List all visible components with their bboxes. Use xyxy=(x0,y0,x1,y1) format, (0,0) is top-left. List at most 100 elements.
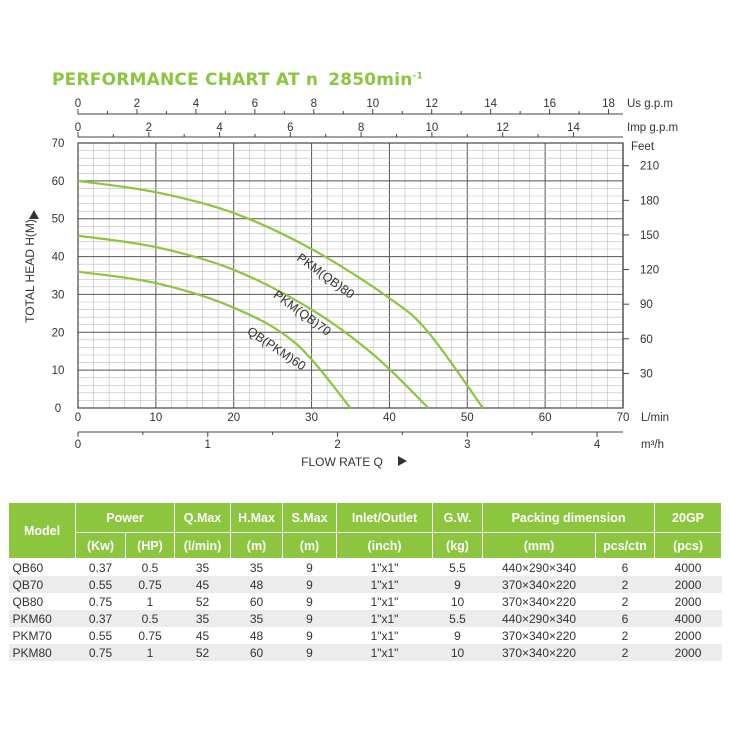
table-cell: 9 xyxy=(282,644,337,661)
header-model: Model xyxy=(8,502,76,559)
table-cell: 1"x1" xyxy=(336,558,433,576)
chart-title-main: PERFORMANCE CHART AT n xyxy=(52,70,319,90)
table-cell: 35 xyxy=(174,610,231,627)
table-cell: QB80 xyxy=(8,593,76,610)
table-cell: 35 xyxy=(174,558,231,576)
table-row: QB70 0.55 0.75 45 48 9 1"x1" 9 370×340×220 2 2000 xyxy=(8,576,722,593)
table-cell: 45 xyxy=(174,576,231,593)
series-label: QB(PKM)60 xyxy=(245,324,309,373)
x-tick-label: 50 xyxy=(461,412,474,424)
table-cell: 60 xyxy=(230,644,283,661)
y-tick-label: 40 xyxy=(52,252,65,264)
header-power-hp: (HP) xyxy=(124,532,176,559)
table-cell: 60 xyxy=(230,593,283,610)
table-cell: 9 xyxy=(282,576,337,593)
table-cell: 2 xyxy=(595,593,655,610)
y-axis-label: TOTAL HEAD H(M) xyxy=(23,219,37,323)
y-tick-label: 50 xyxy=(52,214,65,226)
table-cell: 0.55 xyxy=(75,627,126,644)
header-qmax: Q.Max xyxy=(174,502,232,533)
us_gpm-tick-label: 4 xyxy=(193,98,200,110)
m3h-tick-label: 1 xyxy=(205,439,211,451)
m3h-tick-label: 4 xyxy=(594,439,601,451)
table-cell: 2000 xyxy=(654,576,722,593)
table-body: QB60 0.37 0.5 35 35 9 1"x1" 5.5 440×290×340 6 4000… xyxy=(8,558,722,661)
table-cell: 2000 xyxy=(654,627,722,644)
x-axis-label: FLOW RATE Q xyxy=(301,455,383,469)
x-unit-label: L/min xyxy=(641,412,669,424)
table-cell: 2000 xyxy=(654,644,722,661)
y-tick-label: 0 xyxy=(55,403,61,415)
table-cell: 5.5 xyxy=(432,610,483,627)
header-gw-unit: (kg) xyxy=(432,532,484,559)
table-cell: PKM80 xyxy=(8,644,76,661)
header-packing-pcs: pcs/ctn xyxy=(595,532,656,559)
header-hmax: H.Max xyxy=(230,502,284,533)
header-gw: G.W. xyxy=(432,502,484,533)
table-cell: 4000 xyxy=(654,558,722,576)
header-power: Power xyxy=(74,502,176,533)
table-row: QB80 0.75 1 52 60 9 1"x1" 10 370×340×220 2 2000 xyxy=(8,593,722,610)
table-cell: 9 xyxy=(432,627,483,644)
imp_gpm-tick-label: 6 xyxy=(287,122,293,134)
us_gpm-tick-label: 18 xyxy=(602,98,615,110)
feet-tick-label: 30 xyxy=(640,368,653,380)
x-tick-label: 30 xyxy=(305,412,318,424)
header-packing-mm: (mm) xyxy=(482,532,597,559)
table-cell: 370×340×220 xyxy=(482,576,596,593)
table-row: QB60 0.37 0.5 35 35 9 1"x1" 5.5 440×290×340 6 4000 xyxy=(8,558,722,576)
header-packing: Packing dimension xyxy=(482,502,656,533)
table-cell: 440×290×340 xyxy=(482,610,596,627)
header-hmax-unit: (m) xyxy=(230,532,284,559)
table-cell: 9 xyxy=(282,558,337,576)
table-cell: 9 xyxy=(282,610,337,627)
table-cell: 0.37 xyxy=(75,610,126,627)
curve-pkm-qb-70 xyxy=(77,234,430,409)
x-axis-arrow-icon xyxy=(398,456,407,466)
table-cell: 48 xyxy=(230,627,283,644)
table-cell: 2 xyxy=(595,576,655,593)
us_gpm-unit-label: Us g.p.m xyxy=(627,98,673,110)
table-cell: 10 xyxy=(432,593,483,610)
imp_gpm-unit-label: Imp g.p.m xyxy=(627,122,678,134)
header-smax-unit: (m) xyxy=(282,532,338,559)
table-cell: 9 xyxy=(282,593,337,610)
curve-qb-pkm-60 xyxy=(77,270,352,409)
table-cell: 6 xyxy=(595,610,655,627)
us_gpm-tick-label: 2 xyxy=(134,98,140,110)
imp_gpm-tick-label: 12 xyxy=(496,122,509,134)
us_gpm-tick-label: 10 xyxy=(366,98,379,110)
table-cell: 370×340×220 xyxy=(482,644,596,661)
table-cell: 0.75 xyxy=(75,644,126,661)
table-cell: PKM60 xyxy=(8,610,76,627)
table-row: PKM70 0.55 0.75 45 48 9 1"x1" 9 370×340×220 2 2000 xyxy=(8,627,722,644)
us_gpm-tick-label: 6 xyxy=(252,98,258,110)
feet-tick-label: 60 xyxy=(640,334,653,346)
us_gpm-tick-label: 16 xyxy=(543,98,556,110)
header-power-kw: (Kw) xyxy=(75,532,126,559)
x-tick-label: 60 xyxy=(539,412,552,424)
table-cell: 9 xyxy=(432,576,483,593)
m3h-unit-label: m³/h xyxy=(641,439,664,451)
table-cell: 35 xyxy=(230,558,283,576)
y-tick-label: 20 xyxy=(52,327,65,339)
table-cell: 0.37 xyxy=(75,558,126,576)
table-cell: 4000 xyxy=(654,610,722,627)
table-cell: 2 xyxy=(595,627,655,644)
table-cell: 45 xyxy=(174,627,231,644)
x-tick-label: 20 xyxy=(227,412,240,424)
imp_gpm-tick-label: 4 xyxy=(216,122,223,134)
us_gpm-tick-label: 0 xyxy=(75,98,81,110)
table-cell: 0.75 xyxy=(125,576,175,593)
header-inlet-unit: (inch) xyxy=(336,532,434,559)
table-cell: 52 xyxy=(174,644,231,661)
table-cell: 0.5 xyxy=(125,558,175,576)
chart-title-speed: 2850min xyxy=(328,70,413,90)
feet-tick-label: 210 xyxy=(640,161,659,173)
table-cell: 1"x1" xyxy=(336,610,433,627)
table-cell: 1"x1" xyxy=(336,644,433,661)
m3h-tick-label: 2 xyxy=(334,439,340,451)
table-cell: 0.75 xyxy=(125,627,175,644)
table-cell: 6 xyxy=(595,558,655,576)
table-cell: 9 xyxy=(282,627,337,644)
